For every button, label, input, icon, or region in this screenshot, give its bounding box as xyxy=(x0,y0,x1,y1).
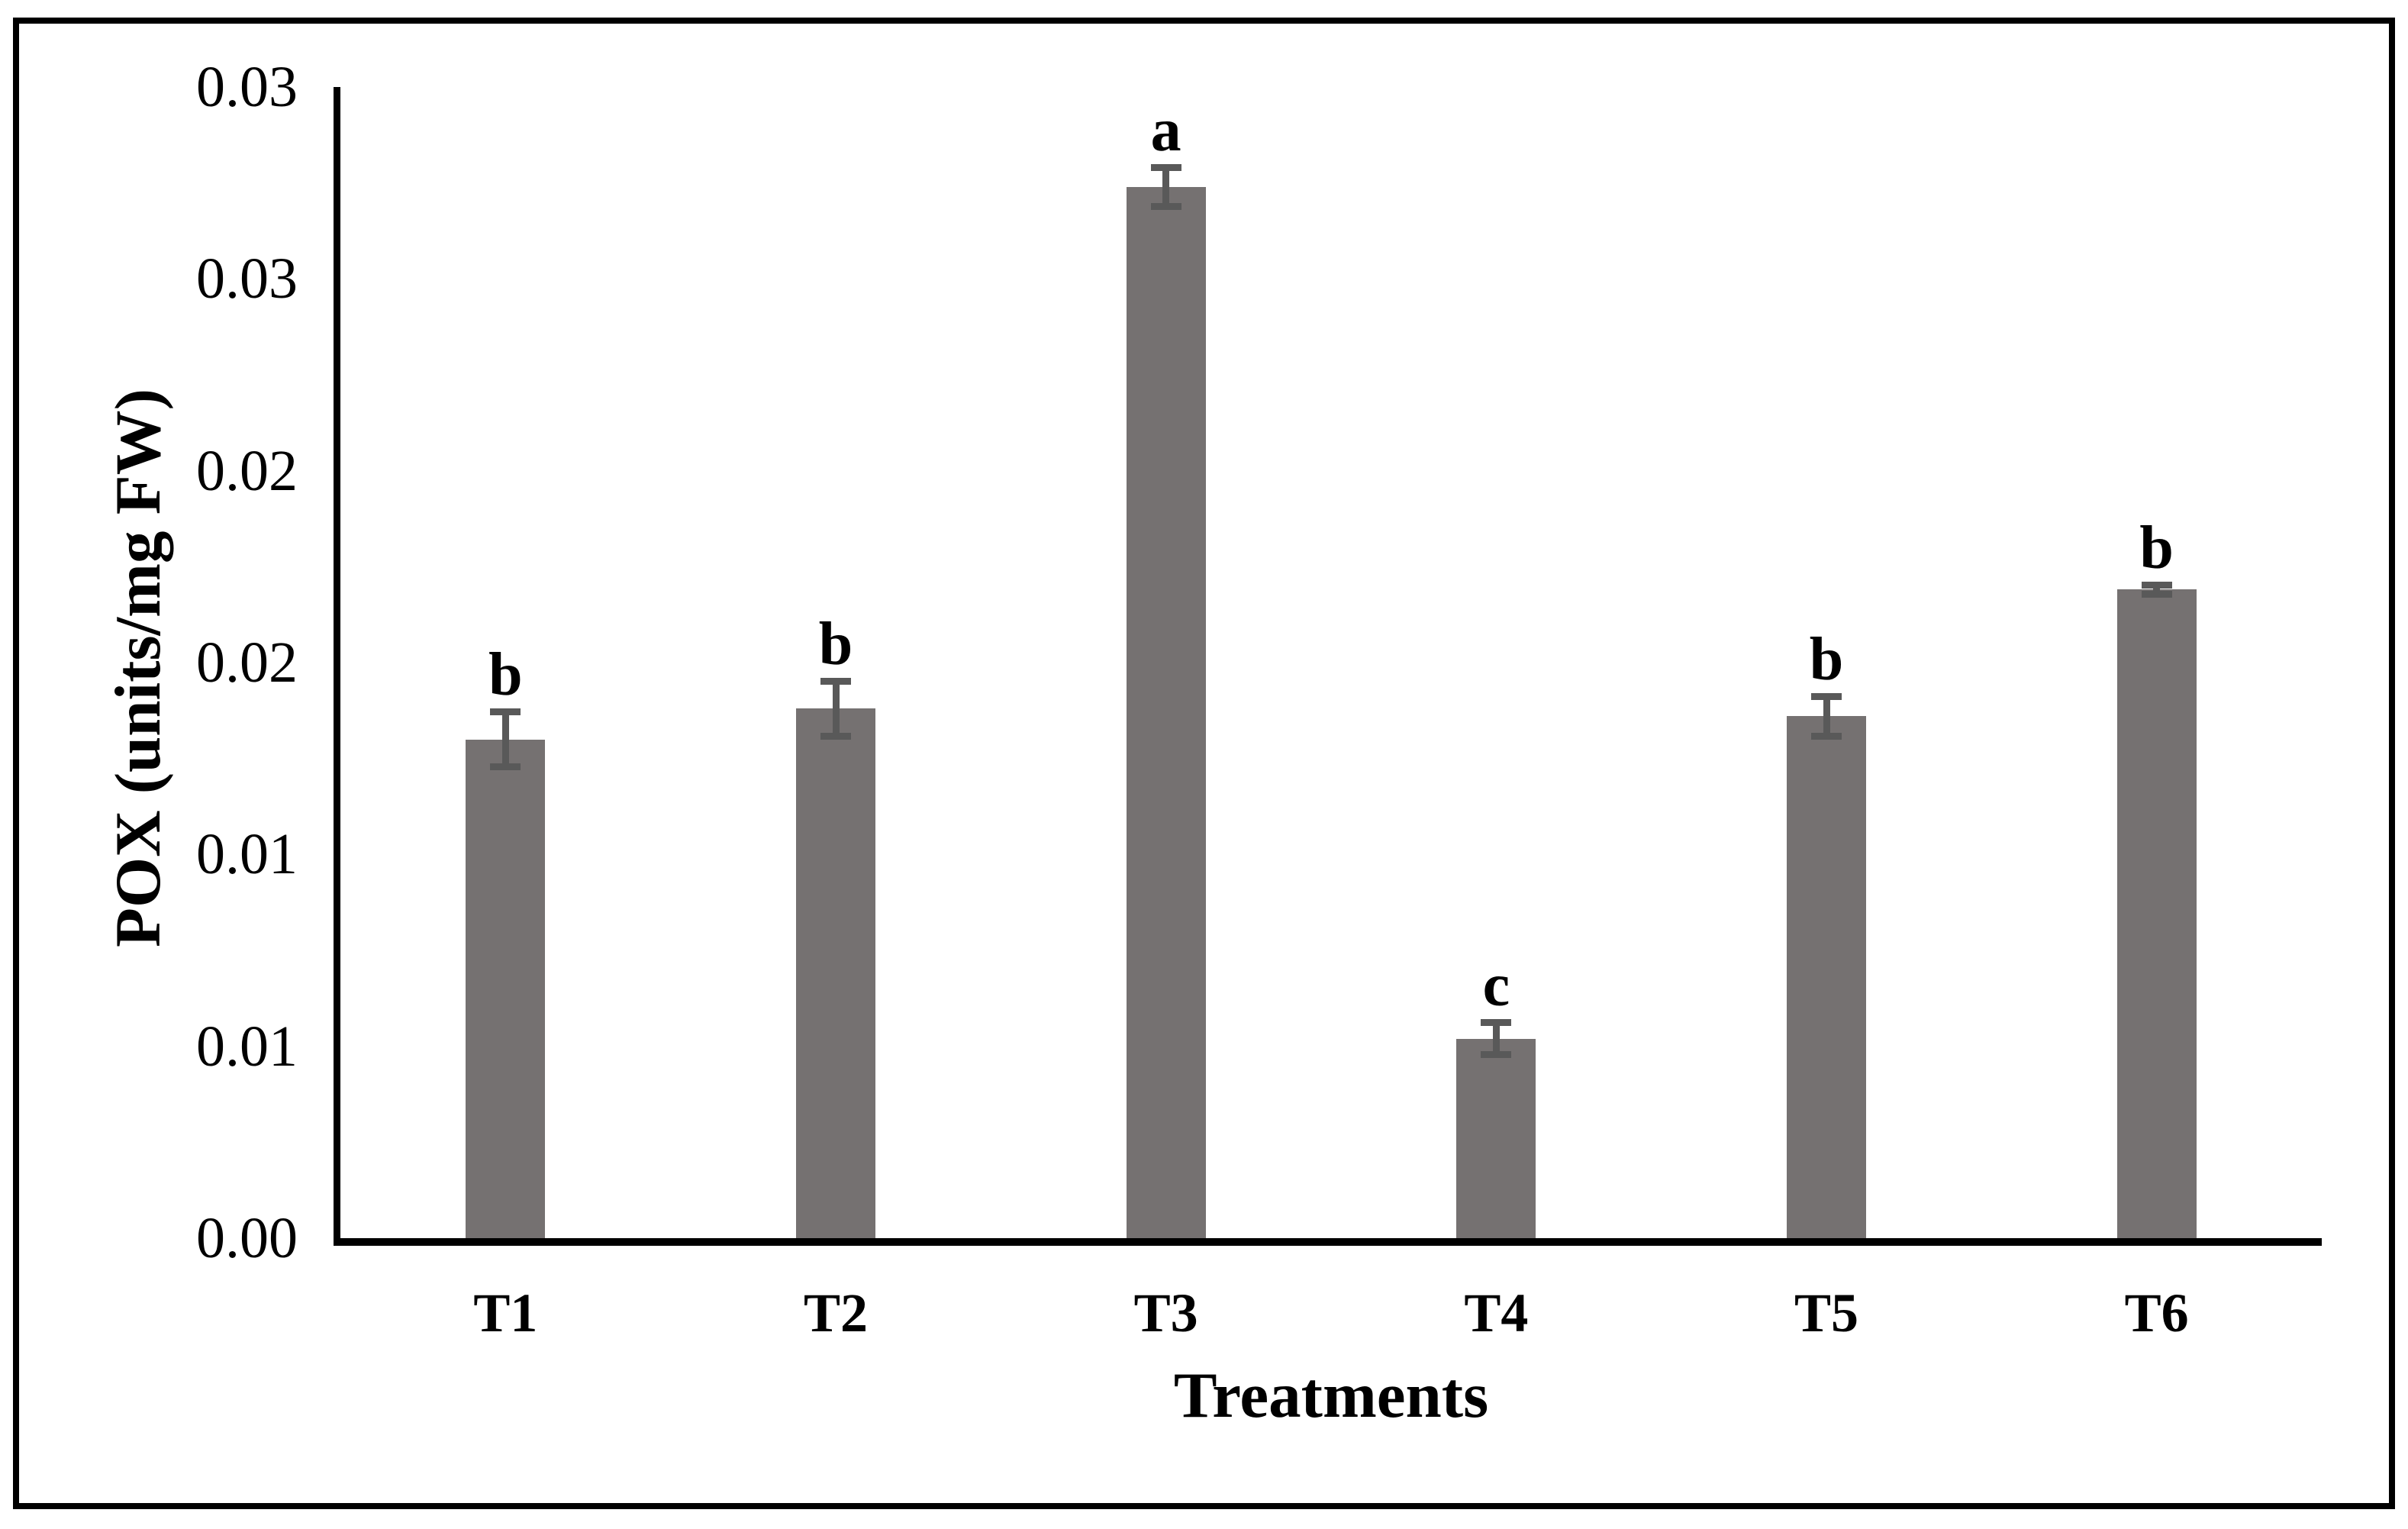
bar xyxy=(1126,186,1206,1238)
significance-letter: b xyxy=(2139,515,2174,582)
error-bar-stem xyxy=(2153,582,2161,598)
bar xyxy=(1456,1038,1536,1238)
bar xyxy=(1787,716,1866,1238)
error-bar-bottom-cap xyxy=(490,763,521,770)
significance-letter: b xyxy=(1809,626,1844,694)
error-bar-bottom-cap xyxy=(2141,590,2172,598)
x-tick-label: T2 xyxy=(803,1282,869,1344)
significance-letter: c xyxy=(1482,952,1510,1020)
error-bar-top-cap xyxy=(1811,693,1842,701)
error-bar-stem xyxy=(1823,693,1830,740)
error-bar-top-cap xyxy=(1150,163,1181,171)
error-bar-bottom-cap xyxy=(1481,1050,1512,1058)
x-axis-title: Treatments xyxy=(1173,1360,1489,1431)
y-tick-label: 0.03 xyxy=(196,247,298,311)
error-bar-top-cap xyxy=(820,678,851,685)
bar xyxy=(796,708,875,1238)
x-axis-line xyxy=(334,1238,2322,1246)
error-bar-bottom-cap xyxy=(1811,732,1842,740)
significance-letter: a xyxy=(1150,96,1181,164)
significance-letter: b xyxy=(818,611,853,679)
error-bar-bottom-cap xyxy=(1150,202,1181,210)
error-bar-stem xyxy=(1162,163,1170,210)
y-tick-label: 0.01 xyxy=(196,822,298,887)
y-tick-label: 0.01 xyxy=(196,1014,298,1079)
y-tick-label: 0.03 xyxy=(196,55,298,119)
error-bar-stem xyxy=(501,708,509,770)
error-bar-top-cap xyxy=(490,708,521,716)
bar xyxy=(466,739,546,1238)
error-bar-stem xyxy=(1492,1019,1500,1058)
x-tick-label: T1 xyxy=(473,1282,538,1344)
y-tick-label: 0.00 xyxy=(196,1206,298,1270)
significance-letter: b xyxy=(488,641,523,709)
error-bar-stem xyxy=(832,678,840,740)
x-tick-label: T6 xyxy=(2124,1282,2189,1344)
error-bar-top-cap xyxy=(1481,1019,1512,1027)
error-bar-bottom-cap xyxy=(820,732,851,740)
x-tick-label: T3 xyxy=(1133,1282,1198,1344)
error-bar-top-cap xyxy=(2141,582,2172,589)
bar xyxy=(2116,589,2197,1238)
y-tick-label: 0.02 xyxy=(196,438,298,503)
y-tick-label: 0.02 xyxy=(196,631,298,695)
x-tick-label: T4 xyxy=(1464,1282,1529,1344)
x-tick-label: T5 xyxy=(1794,1282,1859,1344)
y-axis-line xyxy=(334,87,340,1246)
